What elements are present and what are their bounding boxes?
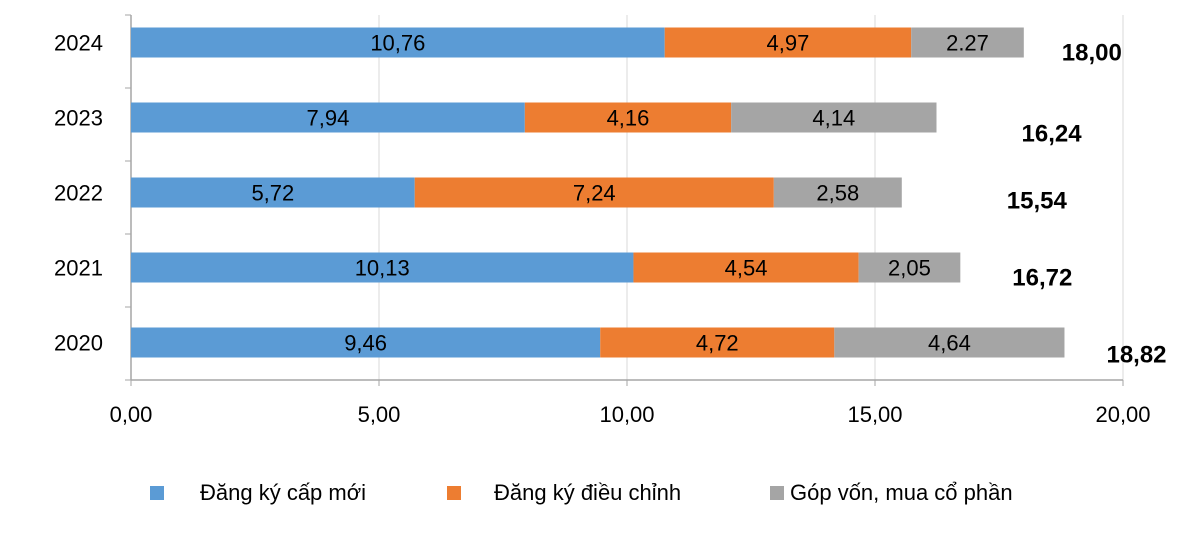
data-label: 4,72: [696, 331, 739, 356]
bar-segment: [633, 252, 859, 283]
bar-segment: [773, 177, 902, 208]
y-category-label: 2022: [54, 181, 103, 206]
total-label: 18,00: [1062, 40, 1122, 67]
data-label: 4,54: [725, 256, 768, 281]
x-tick-label: 20,00: [1095, 402, 1150, 427]
total-label: 16,24: [1022, 121, 1083, 148]
bar-segment: [911, 27, 1024, 58]
data-label: 4,64: [928, 331, 971, 356]
x-tick-label: 15,00: [847, 402, 902, 427]
data-label: 2,05: [888, 256, 931, 281]
data-label: 2,58: [816, 181, 859, 206]
data-label: 7,94: [306, 106, 349, 131]
bar-segment: [664, 27, 912, 58]
bar-segment: [834, 327, 1065, 358]
data-label: 10,76: [370, 31, 425, 56]
data-label: 4,14: [812, 106, 855, 131]
legend-swatch: [770, 486, 784, 500]
data-label: 5,72: [251, 181, 294, 206]
bar-segment: [414, 177, 774, 208]
legend-label: Góp vốn, mua cổ phần: [790, 480, 1013, 505]
bar-segment: [131, 102, 525, 133]
data-label: 2.27: [946, 31, 989, 56]
bar-segment: [131, 252, 634, 283]
bar-segment: [524, 102, 732, 133]
data-label: 9,46: [344, 331, 387, 356]
total-label: 15,54: [1007, 188, 1068, 215]
y-category-label: 2024: [54, 31, 103, 56]
data-label: 4,97: [767, 31, 810, 56]
data-label: 4,16: [607, 106, 650, 131]
bar-segment: [131, 27, 665, 58]
y-category-label: 2021: [54, 256, 103, 281]
legend-label: Đăng ký cấp mới: [200, 480, 366, 505]
total-label: 18,82: [1106, 342, 1166, 369]
bar-segment: [131, 177, 415, 208]
data-label: 10,13: [355, 256, 410, 281]
legend-swatch: [150, 486, 164, 500]
data-label: 7,24: [573, 181, 616, 206]
x-tick-label: 5,00: [358, 402, 401, 427]
bar-segment: [600, 327, 835, 358]
bar-segment: [131, 327, 601, 358]
total-label: 16,72: [1012, 265, 1072, 292]
x-tick-label: 0,00: [110, 402, 153, 427]
x-tick-label: 10,00: [599, 402, 654, 427]
y-category-label: 2020: [54, 331, 103, 356]
bar-segment: [858, 252, 961, 283]
legend-label: Đăng ký điều chỉnh: [494, 480, 681, 505]
y-category-label: 2023: [54, 106, 103, 131]
legend-swatch: [447, 486, 461, 500]
bar-segment: [731, 102, 937, 133]
